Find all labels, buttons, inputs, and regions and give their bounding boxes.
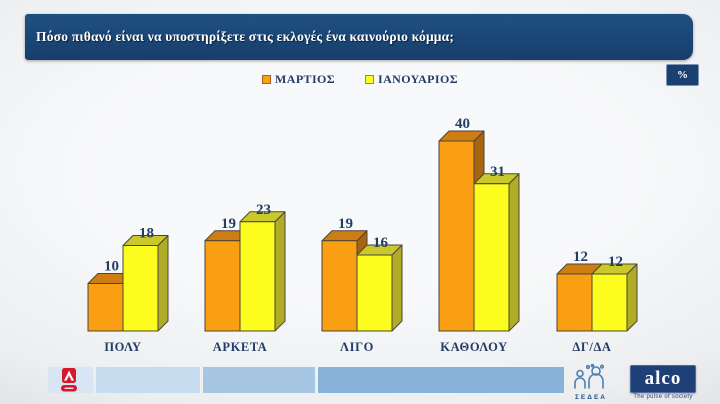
legend-swatch-orange-icon <box>262 74 272 84</box>
bar-value-label: 10 <box>104 259 119 275</box>
alco-tagline: The pulse of society <box>633 394 693 400</box>
category-label: ΠΟΛΥ <box>104 340 141 354</box>
category-label: ΑΡΚΕΤΑ <box>213 340 267 354</box>
page-title: Πόσο πιθανό είναι να υποστηρίξετε στις ε… <box>36 29 455 44</box>
percent-unit-badge: % <box>666 64 699 86</box>
bar-value-label: 12 <box>608 254 623 270</box>
bar-series-1-cat-2-side <box>391 244 403 332</box>
bar-series-0-cat-3-front <box>438 140 475 332</box>
bar-series-0-cat-2-front <box>321 240 358 332</box>
bar-series-0-cat-1-front <box>204 240 241 332</box>
bar-series-1-cat-2-front <box>356 254 393 332</box>
bar-series-0-cat-0-front <box>87 283 124 332</box>
sedea-logo: ΣΕΔΕΑ <box>568 363 614 401</box>
category-label: ΔΓ/ΔΑ <box>572 340 611 354</box>
category-label: ΛΙΓΟ <box>340 340 374 354</box>
legend-swatch-yellow-icon <box>365 74 375 84</box>
bar-series-1-cat-4-side <box>626 263 638 332</box>
footer-segment-4 <box>318 367 564 393</box>
sedea-people-icon <box>574 363 605 389</box>
bar-value-label: 16 <box>373 235 389 251</box>
legend-item-martios: ΜΑΡΤΙΟΣ <box>262 72 335 87</box>
bar-series-1-cat-0-side <box>157 235 169 332</box>
footer-bar: ΣΕΔΕΑ alco The pulse of society <box>0 363 720 401</box>
bar-series-1-cat-4-front <box>591 273 628 332</box>
bar-value-label: 12 <box>573 249 588 265</box>
title-banner: Πόσο πιθανό είναι να υποστηρίξετε στις ε… <box>25 14 693 60</box>
bar-series-1-cat-3-side <box>508 173 520 332</box>
bar-value-label: 19 <box>338 216 353 232</box>
bar-series-1-cat-0-front <box>122 245 159 332</box>
bar-value-label: 18 <box>139 226 154 242</box>
sedea-label: ΣΕΔΕΑ <box>575 394 607 401</box>
footer-segment-3 <box>203 367 315 393</box>
bar-series-1-cat-1-front <box>239 221 276 332</box>
legend-label-martios: ΜΑΡΤΙΟΣ <box>275 71 336 86</box>
footer-segment-2 <box>96 367 200 393</box>
legend-item-ianouarios: ΙΑΝΟΥΑΡΙΟΣ <box>365 72 458 87</box>
bar-value-label: 31 <box>490 164 505 180</box>
bar-value-label: 40 <box>455 116 470 132</box>
category-label: ΚΑΘΟΛΟΥ <box>440 340 507 354</box>
bar-series-1-cat-3-front <box>473 183 510 332</box>
legend-label-ianouarios: ΙΑΝΟΥΑΡΙΟΣ <box>378 71 458 86</box>
alco-wordmark: alco <box>644 367 682 389</box>
bar-series-0-cat-4-front <box>556 273 593 332</box>
alpha-tv-logo-icon <box>61 368 77 392</box>
bar-value-label: 19 <box>221 216 236 232</box>
bar-series-1-cat-1-side <box>274 211 286 332</box>
alco-logo: alco <box>630 365 696 393</box>
chart-legend: ΜΑΡΤΙΟΣ ΙΑΝΟΥΑΡΙΟΣ <box>0 71 720 87</box>
bar-value-label: 23 <box>256 202 271 218</box>
percent-unit-label: % <box>677 69 688 81</box>
